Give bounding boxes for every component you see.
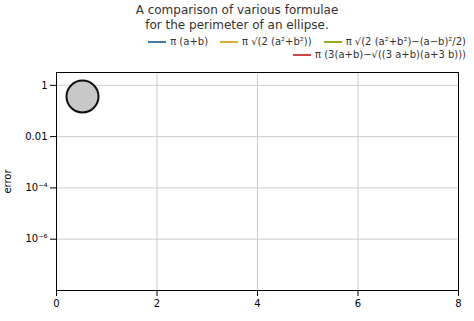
svg-text:10⁻⁶: 10⁻⁶ <box>25 233 47 244</box>
html-text:π √(2 (a²+b²)): π √(2 (a²+b²)) <box>242 36 312 47</box>
html-text:A comparison of various formul: A comparison of various formulae for the… <box>135 3 339 32</box>
svg-text:10⁻⁴: 10⁻⁴ <box>25 182 47 193</box>
html-text:π (a+b): π (a+b) <box>170 36 208 47</box>
svg-text:4: 4 <box>254 298 260 309</box>
svg-text:0: 0 <box>53 298 59 309</box>
svg-text:0.01: 0.01 <box>25 131 47 142</box>
svg-text:2: 2 <box>154 298 160 309</box>
svg-text:8: 8 <box>455 298 461 309</box>
html-text:π (3(a+b)−√((3 a+b)(a+3 b))): π (3(a+b)−√((3 a+b)(a+3 b))) <box>315 49 466 60</box>
svg-text:6: 6 <box>355 298 361 309</box>
svg-text:1: 1 <box>41 80 47 91</box>
svg-text:error: error <box>2 169 13 194</box>
html-text:π √(2 (a²+b²)−(a−b)²/2): π √(2 (a²+b²)−(a−b)²/2) <box>345 36 466 47</box>
